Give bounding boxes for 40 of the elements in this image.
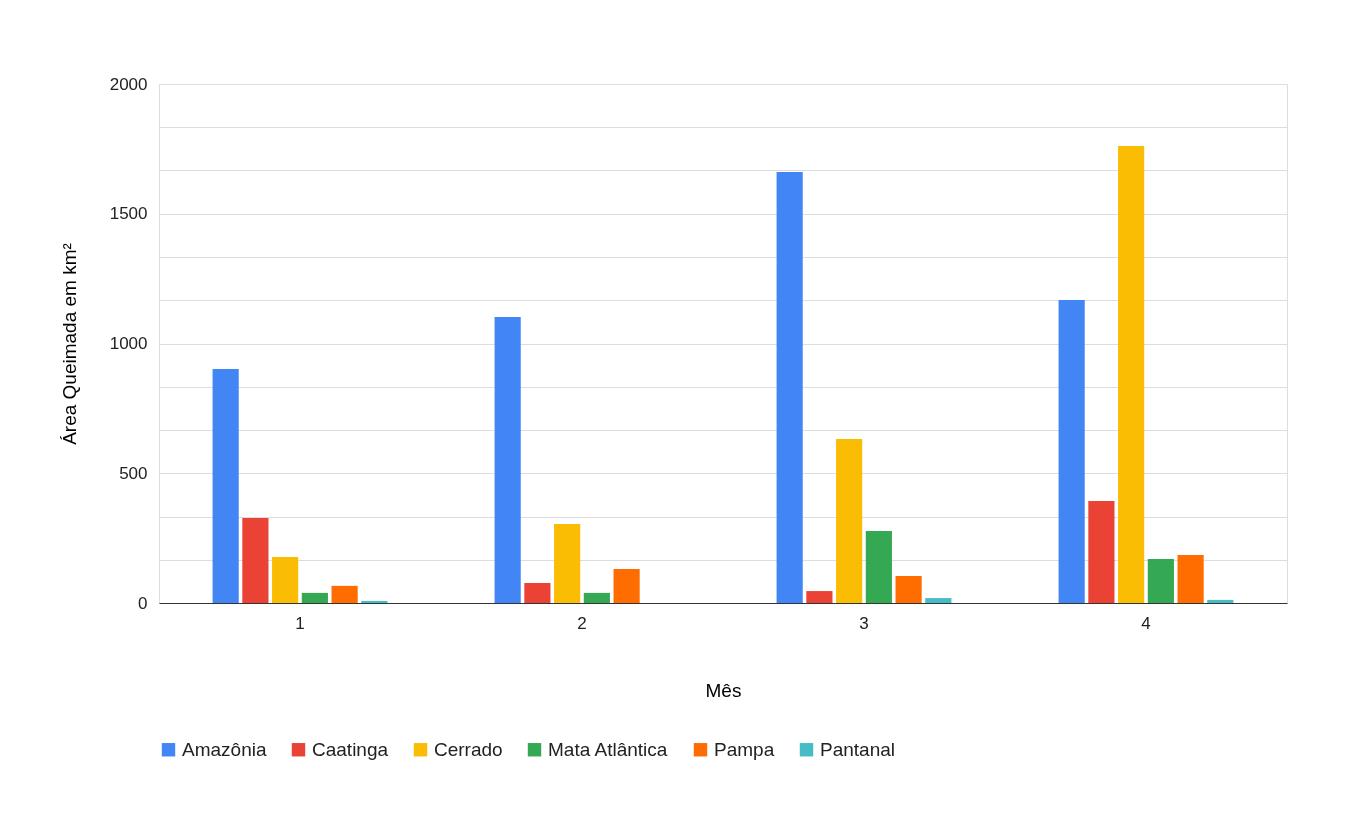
y-tick-label: 1500 xyxy=(109,204,148,224)
bar xyxy=(331,585,358,603)
y-tick-label: 0 xyxy=(138,593,148,613)
y-axis-title: Área Queimada em km² xyxy=(58,243,80,445)
legend-label: Pantanal xyxy=(820,738,896,760)
legend-label: Caatinga xyxy=(312,738,389,760)
bar xyxy=(1118,146,1145,603)
bar xyxy=(361,600,388,603)
bar xyxy=(895,576,922,603)
bar xyxy=(776,171,803,603)
x-tick-label: 4 xyxy=(1141,613,1151,633)
bar xyxy=(836,439,863,603)
bar xyxy=(272,557,299,603)
bar xyxy=(1147,558,1174,603)
bar xyxy=(1207,599,1234,603)
x-tick-label: 2 xyxy=(577,613,587,633)
x-tick-label: 3 xyxy=(859,613,869,633)
bar xyxy=(494,317,521,603)
legend-label: Mata Atlântica xyxy=(548,738,668,760)
bar xyxy=(1177,554,1204,603)
legend-label: Cerrado xyxy=(434,738,503,760)
bar xyxy=(613,569,640,603)
bar xyxy=(554,524,581,603)
legend-label: Amazônia xyxy=(182,738,267,760)
bar xyxy=(865,531,892,603)
bar xyxy=(806,591,833,603)
x-axis-title: Mês xyxy=(705,679,742,701)
bar xyxy=(524,583,551,603)
bar xyxy=(1088,501,1115,603)
legend-label: Pampa xyxy=(714,738,775,760)
bar xyxy=(242,517,269,603)
bar xyxy=(925,598,952,603)
y-tick-label: 1000 xyxy=(109,334,148,353)
y-tick-label: 2000 xyxy=(109,74,148,94)
y-tick-label: 500 xyxy=(119,463,148,483)
bar xyxy=(301,592,328,603)
bar xyxy=(1058,299,1085,603)
bar xyxy=(212,368,239,603)
bar xyxy=(583,592,610,603)
x-tick-label: 1 xyxy=(295,613,305,633)
